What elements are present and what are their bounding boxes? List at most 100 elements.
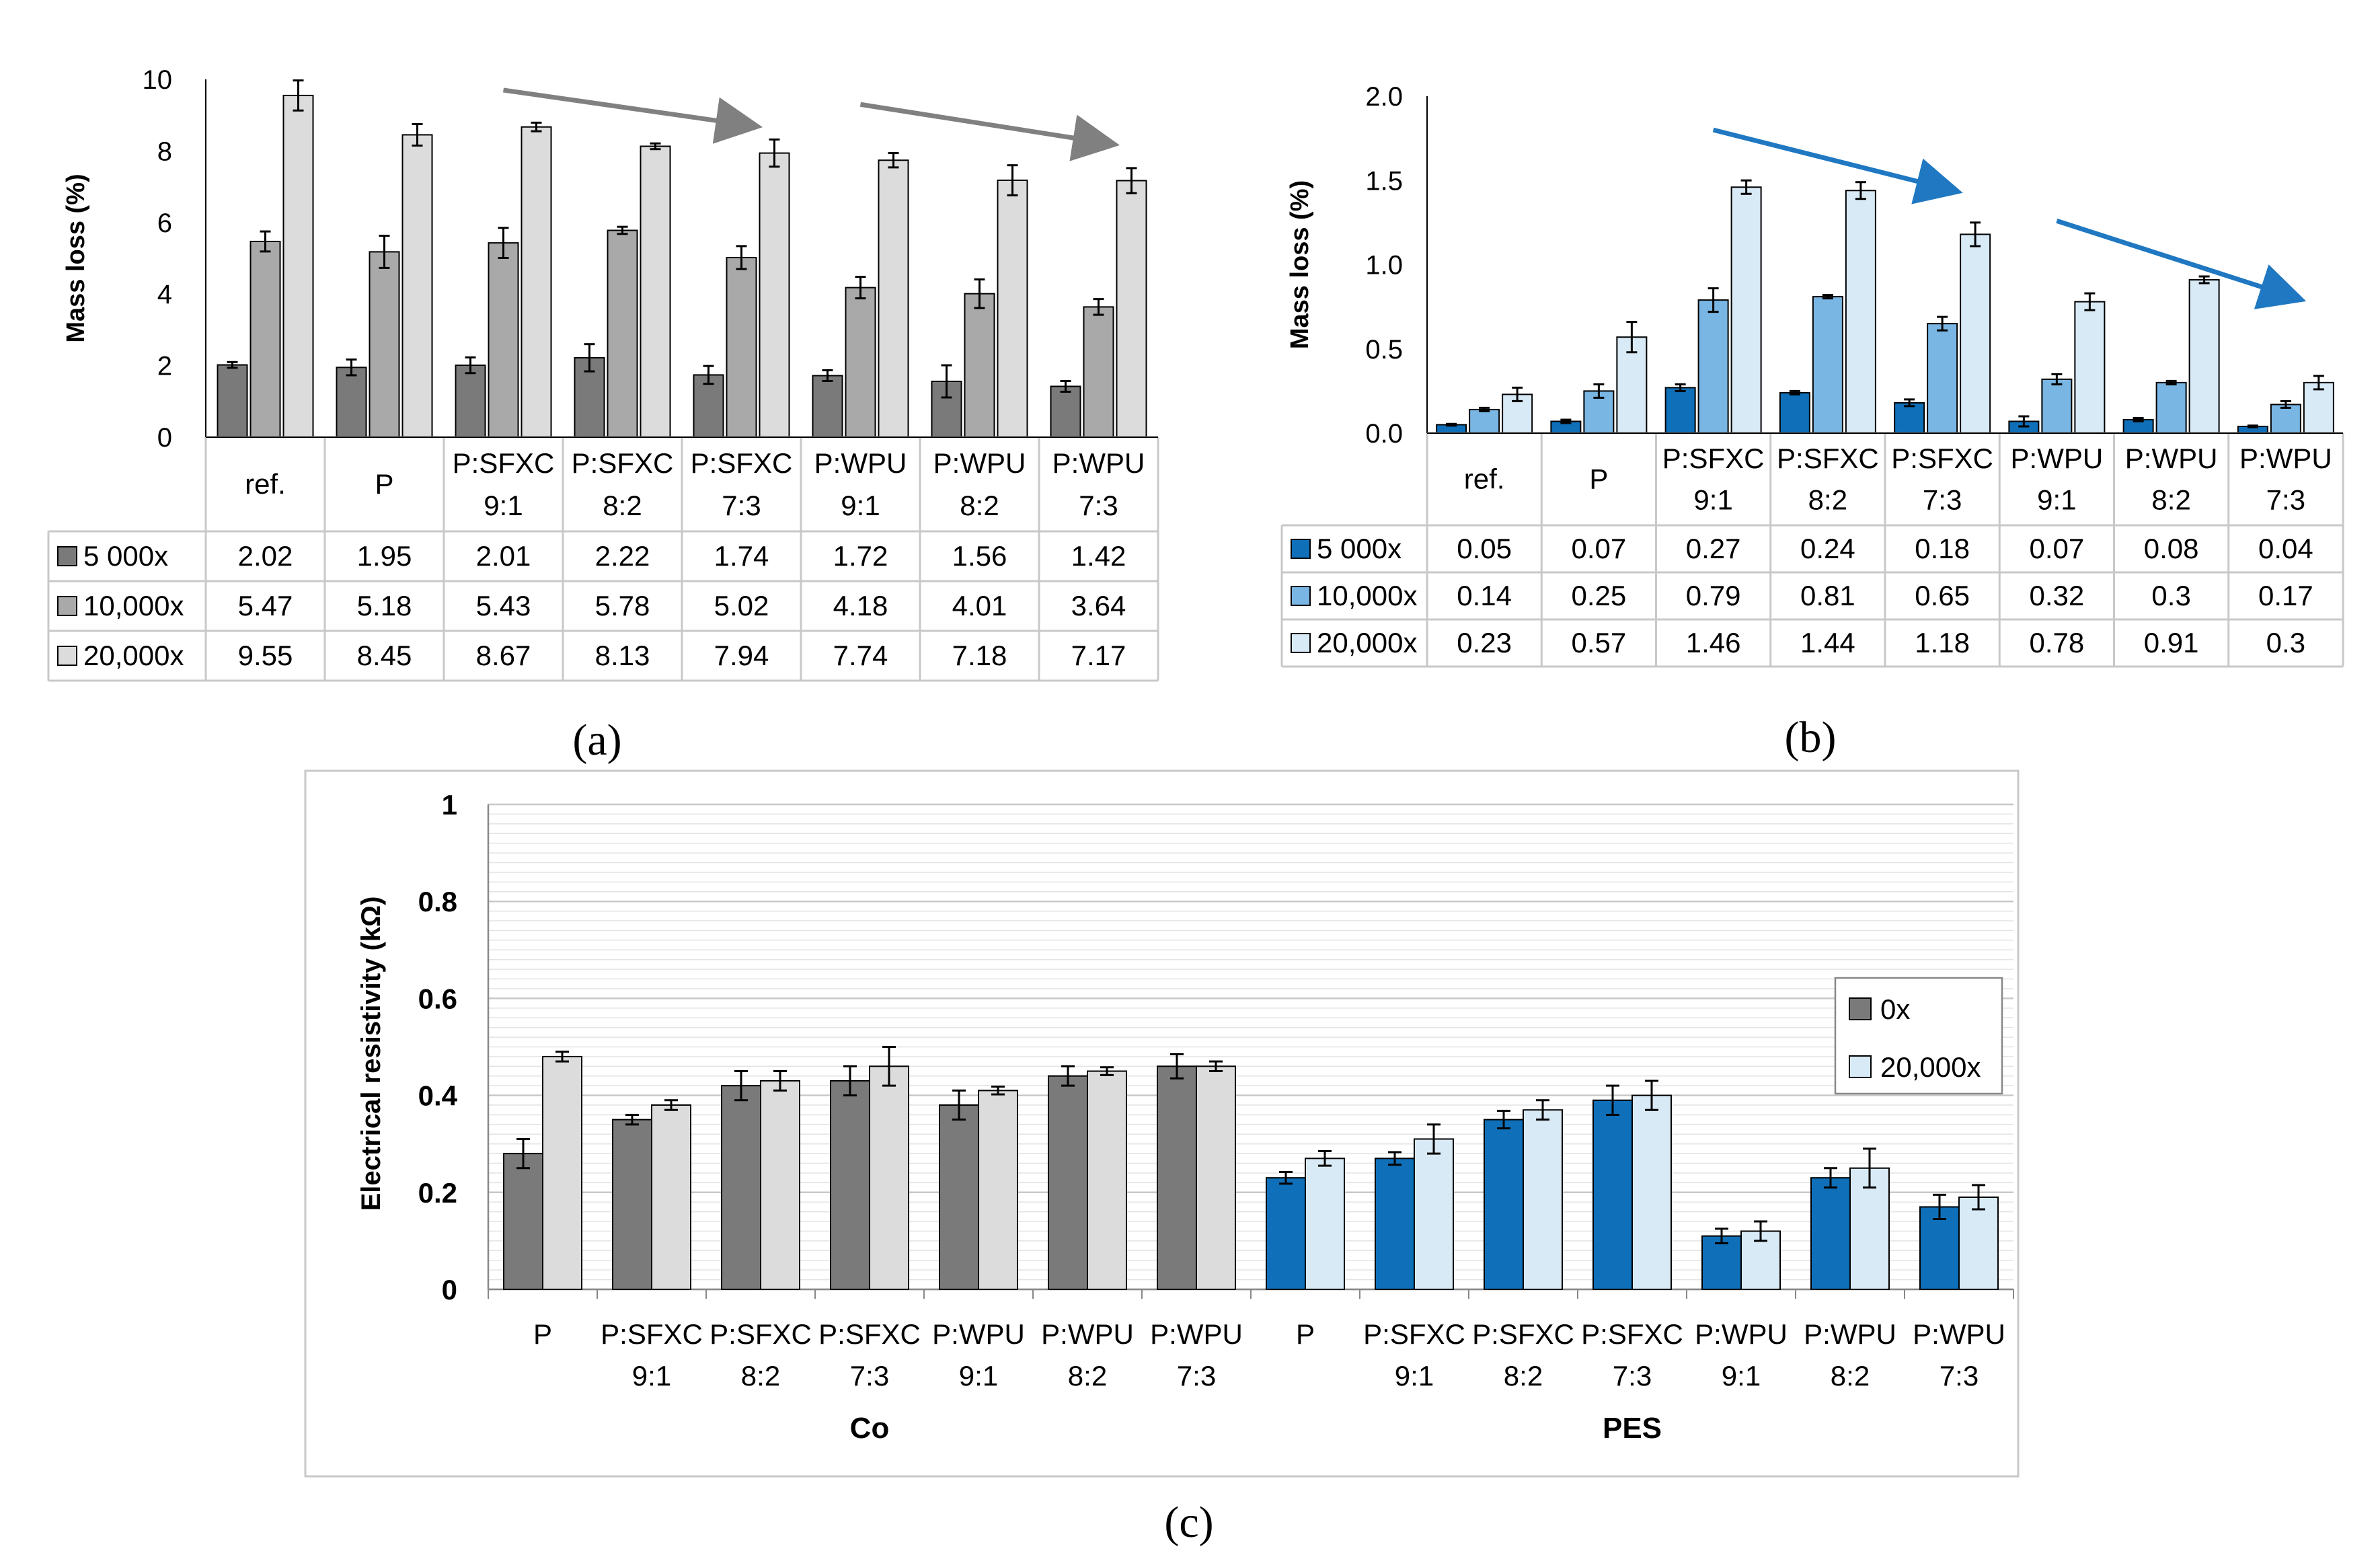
data-value: 5.47 <box>238 590 293 621</box>
data-value: 1.72 <box>833 540 888 572</box>
category-label: 7:3 <box>1923 484 1962 516</box>
trend-arrow <box>859 102 1120 161</box>
bar <box>1697 299 1729 434</box>
bar <box>217 364 248 439</box>
category-label: 7:3 <box>1079 490 1118 521</box>
category-label: 9:1 <box>1693 484 1732 516</box>
trend-arrow <box>2056 219 2307 309</box>
legend-swatch <box>1849 997 1872 1020</box>
data-value: 2.02 <box>238 540 293 572</box>
bar <box>878 159 909 438</box>
legend-label: 20,000x <box>1880 1051 1981 1083</box>
category-label: P:SFXC <box>1363 1318 1465 1350</box>
bar <box>1779 391 1810 434</box>
legend-swatch <box>57 546 77 566</box>
trend-arrow <box>1712 127 1963 204</box>
data-value: 0.3 <box>2266 627 2305 658</box>
data-value: 7.18 <box>952 640 1007 671</box>
data-value: 1.56 <box>952 540 1007 572</box>
category-label: P:SFXC <box>1662 443 1765 474</box>
category-label: 7:3 <box>722 490 761 521</box>
bar <box>812 375 843 438</box>
category-label: 9:1 <box>841 490 880 521</box>
data-value: 4.01 <box>952 590 1007 621</box>
bar <box>726 256 757 438</box>
y-tick-label: 0 <box>442 1274 457 1305</box>
data-value: 0.78 <box>2030 627 2085 658</box>
data-value: 7.74 <box>833 640 888 671</box>
category-label: P:SFXC <box>1581 1318 1683 1350</box>
bar <box>1810 1177 1851 1291</box>
data-value: 4.18 <box>833 590 888 621</box>
bar <box>369 251 400 438</box>
category-label: P:WPU <box>1052 447 1145 479</box>
category-label: 8:2 <box>1831 1360 1870 1392</box>
legend-swatch <box>1849 1055 1872 1078</box>
legend-swatch <box>57 646 77 666</box>
category-label: P <box>533 1318 552 1350</box>
panel-c-resistivity-chart: 0 0.2 0.4 0.6 0.8 1 Electrical resistivity (kΩ… <box>304 769 2020 1547</box>
data-value: 1.18 <box>1915 627 1970 658</box>
category-label: 8:2 <box>2151 484 2190 516</box>
legend-label: 0x <box>1880 993 1910 1025</box>
data-value: 0.24 <box>1800 533 1855 564</box>
category-label: 8:2 <box>1504 1360 1543 1392</box>
bar <box>760 1079 800 1290</box>
bar <box>2155 381 2187 434</box>
category-label: P:SFXC <box>709 1318 812 1350</box>
category-label: 8:2 <box>960 490 999 521</box>
bar <box>939 1104 979 1291</box>
data-value: 5.78 <box>595 590 650 621</box>
bar <box>1812 296 1843 434</box>
y-axis-label: Mass loss (%) <box>62 174 90 342</box>
y-tick-label: 1.0 <box>1365 251 1403 280</box>
bar <box>2041 378 2073 434</box>
category-label: P:SFXC <box>1891 443 1993 474</box>
bar <box>1484 1119 1524 1291</box>
data-value: 0.04 <box>2258 533 2313 564</box>
bar <box>1469 408 1500 434</box>
bar <box>2303 381 2334 434</box>
category-label: P:SFXC <box>691 447 793 479</box>
bar <box>612 1119 652 1291</box>
legend-swatch <box>57 596 77 616</box>
data-value: 8.67 <box>476 640 531 671</box>
panel-b-mass-loss-chart: 0.0 0.5 1.0 1.5 2.0 Mass loss (%) ref. P P:SFXC 9… <box>1280 82 2344 762</box>
category-label: P <box>375 468 393 500</box>
data-value: 0.3 <box>2151 580 2190 611</box>
data-value: 5.02 <box>714 590 769 621</box>
data-value: 1.44 <box>1800 627 1855 658</box>
data-value: 0.57 <box>1572 627 1627 658</box>
bar <box>2188 279 2220 434</box>
bar <box>651 1104 691 1291</box>
category-label: P:WPU <box>1695 1318 1788 1350</box>
data-value: 7.94 <box>714 640 769 671</box>
bar <box>249 240 281 438</box>
data-value: 0.17 <box>2258 580 2313 611</box>
legend-swatch <box>1291 539 1311 559</box>
panel-caption: (c) <box>1164 1498 1213 1547</box>
bar <box>1305 1158 1345 1290</box>
data-value: 0.27 <box>1686 533 1741 564</box>
y-tick-label: 0.5 <box>1365 335 1403 365</box>
legend-label: 10,000x <box>83 590 184 621</box>
bar <box>845 287 876 438</box>
bar <box>503 1153 543 1290</box>
data-value: 0.32 <box>2030 580 2085 611</box>
category-label: P <box>1296 1318 1315 1350</box>
bar <box>488 242 519 438</box>
category-label: P:WPU <box>814 447 907 479</box>
category-label: P:WPU <box>1150 1318 1243 1350</box>
category-label: 8:2 <box>1808 484 1847 516</box>
data-value: 8.13 <box>595 640 650 671</box>
y-tick-label: 2 <box>157 352 172 381</box>
data-value: 2.01 <box>476 540 531 572</box>
legend-label: 5 000x <box>83 540 168 572</box>
bar <box>1632 1094 1672 1290</box>
bar <box>1048 1075 1088 1290</box>
category-label: 9:1 <box>959 1360 998 1392</box>
category-label: P:SFXC <box>601 1318 703 1350</box>
data-value: 1.42 <box>1071 540 1126 572</box>
legend-swatch <box>1291 586 1311 606</box>
